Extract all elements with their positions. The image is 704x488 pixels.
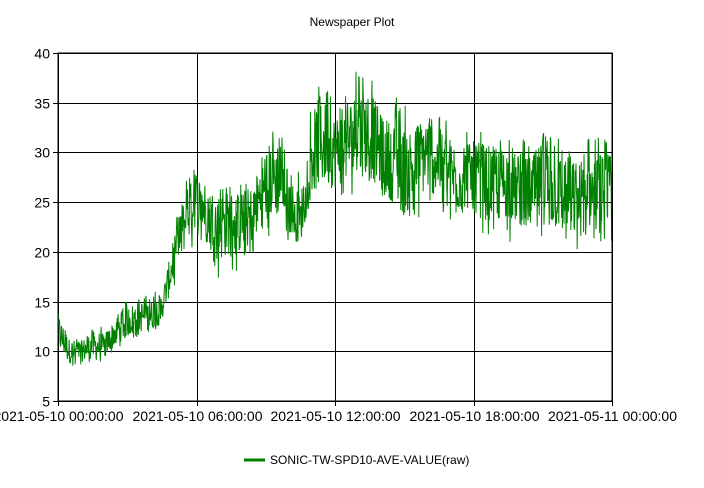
series-line bbox=[57, 71, 613, 366]
legend-label: SONIC-TW-SPD10-AVE-VALUE(raw) bbox=[270, 453, 469, 467]
y-tick-label: 5 bbox=[42, 394, 50, 410]
chart-title: Newspaper Plot bbox=[310, 15, 395, 29]
x-tick-label: 2021-05-10 00:00:00 bbox=[0, 408, 124, 424]
y-tick-label: 30 bbox=[34, 145, 50, 161]
y-tick-label: 20 bbox=[34, 245, 50, 261]
x-tick-label: 2021-05-10 18:00:00 bbox=[410, 408, 540, 424]
x-tick-label: 2021-05-10 06:00:00 bbox=[133, 408, 263, 424]
x-tick-label: 2021-05-10 12:00:00 bbox=[271, 408, 401, 424]
y-tick-label: 10 bbox=[34, 344, 50, 360]
x-axis-ticks: 2021-05-10 00:00:00 2021-05-10 06:00:00 20… bbox=[0, 401, 677, 424]
y-axis-ticks: 5 10 15 20 25 30 35 40 bbox=[34, 46, 58, 410]
y-tick-label: 35 bbox=[34, 96, 50, 112]
y-tick-label: 40 bbox=[34, 46, 50, 62]
y-tick-label: 15 bbox=[34, 295, 50, 311]
series-trace bbox=[57, 71, 613, 366]
y-tick-label: 25 bbox=[34, 195, 50, 211]
grid bbox=[58, 53, 613, 402]
legend: SONIC-TW-SPD10-AVE-VALUE(raw) bbox=[244, 453, 469, 467]
x-tick-label: 2021-05-11 00:00:00 bbox=[548, 408, 677, 424]
